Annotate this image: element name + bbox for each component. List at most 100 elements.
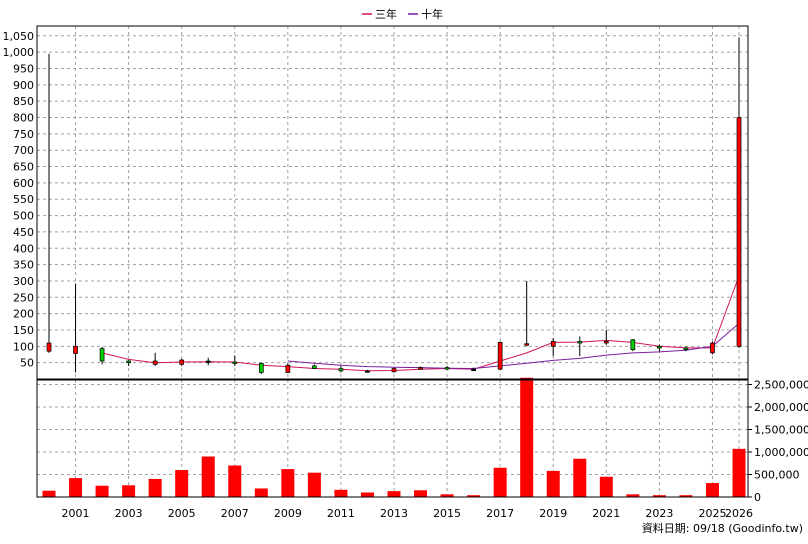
ma-line-three-year bbox=[102, 276, 739, 371]
volume-bar bbox=[149, 479, 162, 497]
candle-body bbox=[578, 341, 582, 343]
candle-body bbox=[47, 343, 51, 351]
x-tick-label: 2021 bbox=[592, 507, 620, 520]
price-tick-label: 800 bbox=[13, 112, 34, 125]
price-tick-label: 150 bbox=[13, 324, 34, 337]
volume-tick-label: 500,000 bbox=[754, 469, 800, 482]
volume-bar bbox=[520, 378, 533, 497]
volume-bar bbox=[202, 457, 215, 498]
candle-body bbox=[631, 340, 635, 350]
price-tick-label: 350 bbox=[13, 259, 34, 272]
x-tick-label: 2011 bbox=[327, 507, 355, 520]
legend-label-ten-year: 十年 bbox=[421, 7, 443, 21]
x-tick-label: 2001 bbox=[62, 507, 90, 520]
volume-bar bbox=[706, 483, 719, 497]
candle-body bbox=[525, 344, 529, 346]
x-tick-label: 2007 bbox=[221, 507, 249, 520]
candle-body bbox=[604, 341, 608, 343]
candle-body bbox=[737, 118, 741, 347]
price-tick-label: 900 bbox=[13, 79, 34, 92]
volume-bar bbox=[414, 490, 427, 497]
price-tick-label: 750 bbox=[13, 128, 34, 141]
legend: 三年 十年 bbox=[362, 7, 443, 21]
candle-body bbox=[127, 361, 131, 363]
price-tick-label: 700 bbox=[13, 144, 34, 157]
x-tick-label: 2023 bbox=[645, 507, 673, 520]
volume-tick-label: 0 bbox=[754, 491, 761, 504]
price-tick-label: 50 bbox=[20, 357, 34, 370]
volume-bar bbox=[494, 468, 507, 497]
price-tick-label: 500 bbox=[13, 210, 34, 223]
candle-body bbox=[657, 346, 661, 348]
candle-body bbox=[286, 365, 290, 372]
x-tick-label: 2019 bbox=[539, 507, 567, 520]
axes: 5010015020025030035040045050055060065070… bbox=[3, 26, 808, 520]
volume-tick-label: 2,500,000 bbox=[754, 379, 808, 392]
volume-bar bbox=[733, 449, 746, 497]
price-tick-label: 600 bbox=[13, 177, 34, 190]
volume-bar bbox=[308, 473, 321, 497]
price-tick-label: 550 bbox=[13, 193, 34, 206]
candle-body bbox=[445, 368, 449, 370]
x-tick-label: 2026 bbox=[725, 507, 753, 520]
data-date-footer: 資料日期: 09/18 (Goodinfo.tw) bbox=[642, 521, 803, 535]
candle-body bbox=[312, 366, 316, 369]
volume-bar bbox=[255, 488, 268, 497]
candle-body bbox=[100, 349, 104, 361]
volume-bar bbox=[43, 491, 56, 497]
candle-body bbox=[710, 343, 714, 353]
legend-label-three-year: 三年 bbox=[375, 7, 397, 21]
candle-body bbox=[684, 348, 688, 350]
volume-bar bbox=[573, 459, 586, 497]
volume-panel bbox=[43, 378, 746, 497]
volume-tick-label: 2,000,000 bbox=[754, 401, 808, 414]
x-tick-label: 2013 bbox=[380, 507, 408, 520]
volume-tick-label: 1,500,000 bbox=[754, 424, 808, 437]
price-frame bbox=[37, 26, 748, 379]
candle-body bbox=[339, 369, 343, 371]
price-tick-label: 1,050 bbox=[3, 30, 35, 43]
candle-body bbox=[153, 361, 157, 364]
grid-lines bbox=[37, 26, 748, 497]
candle-body bbox=[259, 363, 263, 372]
volume-bar bbox=[96, 486, 109, 497]
price-tick-label: 250 bbox=[13, 291, 34, 304]
volume-bar bbox=[547, 471, 560, 497]
price-tick-label: 300 bbox=[13, 275, 34, 288]
price-tick-label: 200 bbox=[13, 308, 34, 321]
volume-bar bbox=[228, 466, 241, 498]
candle-body bbox=[180, 360, 184, 364]
candle-body bbox=[419, 368, 423, 370]
volume-frame bbox=[37, 380, 748, 497]
price-tick-label: 1,000 bbox=[3, 46, 35, 59]
price-tick-label: 100 bbox=[13, 340, 34, 353]
candle-body bbox=[233, 362, 237, 364]
price-tick-label: 850 bbox=[13, 95, 34, 108]
price-tick-label: 450 bbox=[13, 226, 34, 239]
volume-bar bbox=[69, 478, 82, 497]
volume-bar bbox=[334, 490, 347, 497]
x-tick-label: 2025 bbox=[698, 507, 726, 520]
candle-body bbox=[206, 361, 210, 363]
x-tick-label: 2003 bbox=[115, 507, 143, 520]
volume-bar bbox=[388, 491, 401, 497]
price-tick-label: 650 bbox=[13, 161, 34, 174]
candle-body bbox=[392, 369, 396, 372]
x-tick-label: 2005 bbox=[168, 507, 196, 520]
volume-bar bbox=[122, 485, 135, 497]
volume-bar bbox=[600, 477, 613, 497]
volume-bar bbox=[361, 493, 374, 498]
candle-body bbox=[551, 341, 555, 346]
candle-body bbox=[74, 346, 78, 353]
candle-body bbox=[365, 371, 369, 373]
volume-bar bbox=[281, 469, 294, 497]
volume-tick-label: 1,000,000 bbox=[754, 446, 808, 459]
volume-bar bbox=[175, 470, 188, 497]
candle-body bbox=[498, 342, 502, 369]
x-tick-label: 2015 bbox=[433, 507, 461, 520]
x-tick-label: 2009 bbox=[274, 507, 302, 520]
x-tick-label: 2017 bbox=[486, 507, 514, 520]
price-tick-label: 950 bbox=[13, 62, 34, 75]
